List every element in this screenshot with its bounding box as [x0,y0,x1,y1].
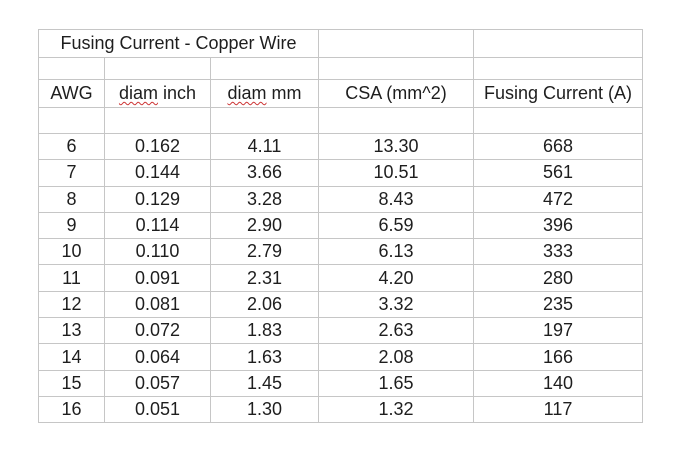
cell-csa[interactable]: 8.43 [318,185,474,213]
cell-diam-mm[interactable]: 2.90 [210,211,319,240]
title-cell[interactable]: Fusing Current - Copper Wire [38,29,319,58]
cell-fusing-current[interactable]: 396 [473,211,643,240]
empty-cell[interactable] [104,57,211,80]
cell-awg[interactable]: 16 [38,395,105,424]
empty-cell[interactable] [104,107,211,134]
cell-diam-inch[interactable]: 0.110 [104,238,211,266]
header-text: mm [266,83,302,103]
cell-diam-mm[interactable]: 1.30 [210,395,319,424]
cell-csa[interactable]: 1.65 [318,369,474,397]
cell-diam-inch[interactable]: 0.064 [104,343,211,371]
table-row: 13 0.072 1.83 2.63 197 [38,317,643,345]
fusing-current-table: Fusing Current - Copper Wire AWG diam inch… [38,29,643,424]
empty-cell[interactable] [473,29,643,58]
table-row: 16 0.051 1.30 1.32 117 [38,395,643,424]
header-csa[interactable]: CSA (mm^2) [318,79,474,108]
cell-fusing-current[interactable]: 166 [473,343,643,371]
cell-awg[interactable]: 15 [38,369,105,397]
empty-cell[interactable] [38,57,105,80]
cell-diam-inch[interactable]: 0.144 [104,159,211,187]
table-row: 6 0.162 4.11 13.30 668 [38,132,643,161]
cell-diam-mm[interactable]: 1.45 [210,369,319,397]
cell-fusing-current[interactable]: 561 [473,159,643,187]
title-row: Fusing Current - Copper Wire [38,29,643,58]
cell-csa[interactable]: 2.63 [318,317,474,345]
cell-fusing-current[interactable]: 280 [473,264,643,292]
cell-diam-inch[interactable]: 0.114 [104,211,211,240]
cell-awg[interactable]: 6 [38,132,105,161]
table-row: 9 0.114 2.90 6.59 396 [38,211,643,240]
cell-fusing-current[interactable]: 668 [473,132,643,161]
cell-awg[interactable]: 13 [38,317,105,345]
cell-diam-inch[interactable]: 0.072 [104,317,211,345]
cell-diam-mm[interactable]: 4.11 [210,132,319,161]
cell-csa[interactable]: 6.13 [318,238,474,266]
empty-cell[interactable] [210,107,319,134]
cell-diam-mm[interactable]: 1.63 [210,343,319,371]
cell-csa[interactable]: 10.51 [318,159,474,187]
cell-awg[interactable]: 14 [38,343,105,371]
cell-diam-mm[interactable]: 2.06 [210,290,319,319]
cell-fusing-current[interactable]: 197 [473,317,643,345]
cell-fusing-current[interactable]: 333 [473,238,643,266]
header-text: CSA (mm^2) [345,83,447,103]
header-text: inch [157,83,197,103]
empty-cell[interactable] [473,107,643,134]
table-row: 8 0.129 3.28 8.43 472 [38,185,643,213]
cell-awg[interactable]: 12 [38,290,105,319]
cell-csa[interactable]: 4.20 [318,264,474,292]
empty-cell[interactable] [318,29,474,58]
cell-diam-inch[interactable]: 0.129 [104,185,211,213]
spacer-row [38,57,643,80]
table-row: 7 0.144 3.66 10.51 561 [38,159,643,187]
table-row: 10 0.110 2.79 6.13 333 [38,238,643,266]
empty-cell[interactable] [318,57,474,80]
header-text: Fusing Current (A) [483,83,633,103]
empty-cell[interactable] [210,57,319,80]
header-row: AWG diam inch diam mm CSA (mm^2) Fusing Curr… [38,79,643,108]
cell-csa[interactable]: 1.32 [318,395,474,424]
spacer-row [38,107,643,134]
table-row: 12 0.081 2.06 3.32 235 [38,290,643,319]
cell-diam-inch[interactable]: 0.162 [104,132,211,161]
cell-fusing-current[interactable]: 235 [473,290,643,319]
cell-diam-inch[interactable]: 0.051 [104,395,211,424]
header-awg[interactable]: AWG [38,79,105,108]
empty-cell[interactable] [473,57,643,80]
header-diam-mm[interactable]: diam mm [210,79,319,108]
cell-diam-inch[interactable]: 0.081 [104,290,211,319]
cell-fusing-current[interactable]: 472 [473,185,643,213]
cell-diam-inch[interactable]: 0.057 [104,369,211,397]
misspelled-word: diam [118,83,158,103]
header-diam-inch[interactable]: diam inch [104,79,211,108]
cell-diam-inch[interactable]: 0.091 [104,264,211,292]
cell-csa[interactable]: 3.32 [318,290,474,319]
cell-awg[interactable]: 8 [38,185,105,213]
header-fusing-current[interactable]: Fusing Current (A) [473,79,643,108]
cell-awg[interactable]: 11 [38,264,105,292]
cell-fusing-current[interactable]: 140 [473,369,643,397]
cell-csa[interactable]: 6.59 [318,211,474,240]
header-text: AWG [50,83,93,103]
cell-awg[interactable]: 7 [38,159,105,187]
table-row: 15 0.057 1.45 1.65 140 [38,369,643,397]
table-row: 11 0.091 2.31 4.20 280 [38,264,643,292]
cell-awg[interactable]: 10 [38,238,105,266]
misspelled-word: diam [227,83,267,103]
cell-fusing-current[interactable]: 117 [473,395,643,424]
empty-cell[interactable] [318,107,474,134]
cell-awg[interactable]: 9 [38,211,105,240]
empty-cell[interactable] [38,107,105,134]
cell-csa[interactable]: 13.30 [318,132,474,161]
cell-diam-mm[interactable]: 2.31 [210,264,319,292]
table-row: 14 0.064 1.63 2.08 166 [38,343,643,371]
cell-diam-mm[interactable]: 1.83 [210,317,319,345]
cell-diam-mm[interactable]: 3.28 [210,185,319,213]
cell-diam-mm[interactable]: 3.66 [210,159,319,187]
cell-csa[interactable]: 2.08 [318,343,474,371]
cell-diam-mm[interactable]: 2.79 [210,238,319,266]
